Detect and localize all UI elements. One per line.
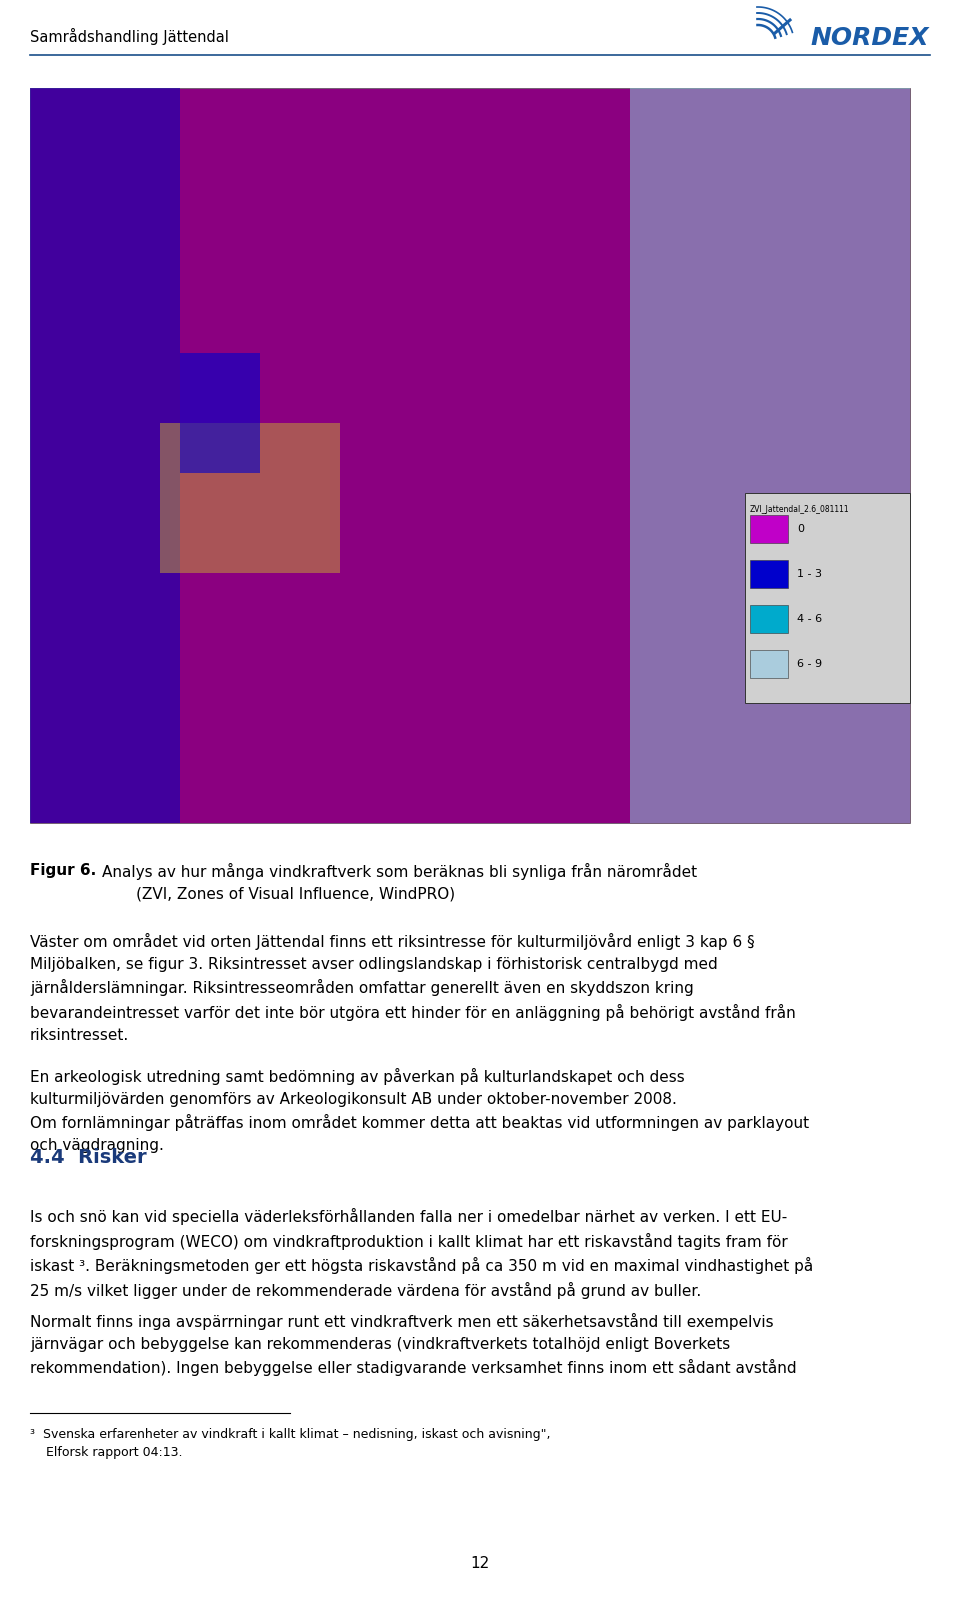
Text: 12: 12: [470, 1555, 490, 1571]
Bar: [745, 494, 910, 704]
Bar: [750, 559, 788, 588]
Text: ³  Svenska erfarenheter av vindkraft i kallt klimat – nedisning, iskast och avis: ³ Svenska erfarenheter av vindkraft i ka…: [30, 1428, 550, 1459]
Text: Samrådshandling Jättendal: Samrådshandling Jättendal: [30, 27, 228, 45]
Text: 1 - 3: 1 - 3: [797, 569, 822, 579]
Text: 4 - 6: 4 - 6: [797, 614, 822, 624]
Bar: [180, 353, 260, 473]
Bar: [160, 423, 340, 572]
Bar: [30, 88, 910, 822]
Text: NORDEX: NORDEX: [810, 26, 928, 50]
Bar: [30, 88, 180, 822]
Bar: [630, 88, 910, 822]
Text: Analys av hur många vindkraftverk som beräknas bli synliga från närområdet
     : Analys av hur många vindkraftverk som be…: [102, 862, 697, 901]
Text: Normalt finns inga avspärrningar runt ett vindkraftverk men ett säkerhetsavstånd: Normalt finns inga avspärrningar runt et…: [30, 1313, 797, 1377]
Text: En arkeologisk utredning samt bedömning av påverkan på kulturlandskapet och dess: En arkeologisk utredning samt bedömning …: [30, 1068, 809, 1153]
Bar: [750, 604, 788, 633]
Bar: [750, 649, 788, 678]
Text: 0: 0: [797, 524, 804, 534]
Text: ZVI_Jattendal_2.6_081111: ZVI_Jattendal_2.6_081111: [750, 505, 850, 515]
Text: 4.4  Risker: 4.4 Risker: [30, 1148, 147, 1167]
Text: 6 - 9: 6 - 9: [797, 659, 822, 668]
Text: Figur 6.: Figur 6.: [30, 862, 96, 878]
Text: Väster om området vid orten Jättendal finns ett riksintresse för kulturmiljövård: Väster om området vid orten Jättendal fi…: [30, 933, 796, 1042]
Bar: [750, 515, 788, 543]
Text: Is och snö kan vid speciella väderleksförhållanden falla ner i omedelbar närhet : Is och snö kan vid speciella väderleksfö…: [30, 1209, 813, 1298]
